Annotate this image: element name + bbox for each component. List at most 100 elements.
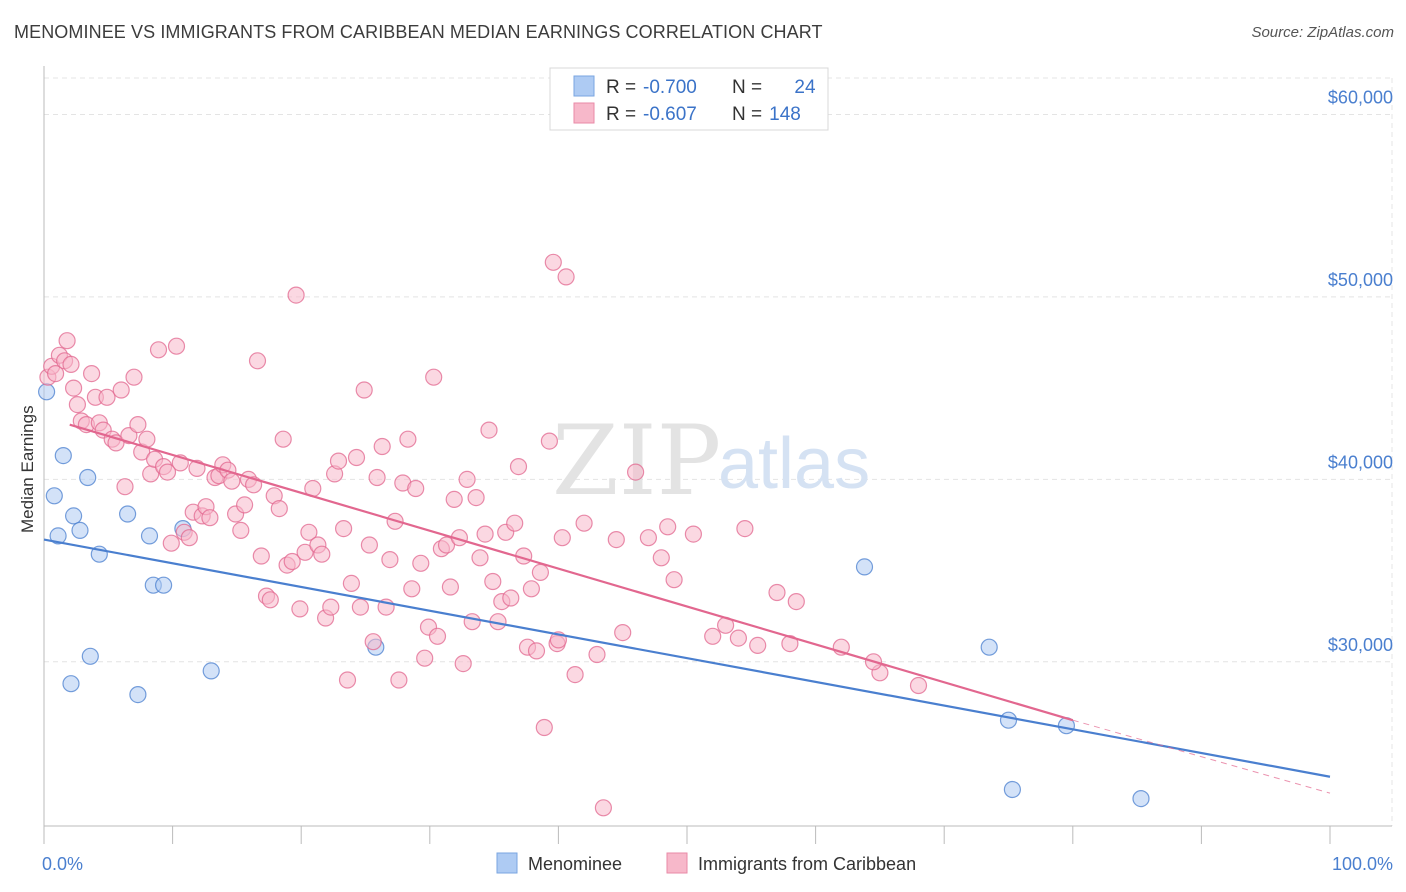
point-caribbean-119 xyxy=(544,253,562,271)
point-caribbean-70 xyxy=(335,519,353,538)
grid-lines xyxy=(44,77,1393,826)
point-caribbean-51 xyxy=(252,547,270,565)
point-caribbean-118 xyxy=(540,432,559,450)
point-caribbean-61 xyxy=(296,543,314,561)
point-caribbean-117 xyxy=(535,718,553,737)
point-caribbean-92 xyxy=(428,627,447,645)
point-caribbean-20 xyxy=(120,427,138,445)
point-menominee-6 xyxy=(79,468,97,487)
point-menominee-0 xyxy=(37,383,56,401)
point-menominee-9 xyxy=(62,675,80,693)
point-caribbean-31 xyxy=(167,337,186,355)
point-caribbean-75 xyxy=(355,381,373,399)
point-caribbean-98 xyxy=(454,654,472,673)
point-caribbean-139 xyxy=(787,592,805,611)
point-caribbean-135 xyxy=(736,519,754,538)
point-caribbean-131 xyxy=(665,571,683,589)
point-menominee-19 xyxy=(980,638,998,656)
y-tick-labels: $30,000 $40,000 $50,000 $60,000 xyxy=(1328,87,1393,654)
watermark-zip: ZIP xyxy=(552,405,721,517)
point-caribbean-126 xyxy=(594,799,613,817)
point-caribbean-71 xyxy=(338,671,357,689)
trend-line-dashed-caribbean xyxy=(1072,719,1331,794)
point-caribbean-124 xyxy=(575,514,593,532)
point-caribbean-137 xyxy=(768,583,786,602)
point-menominee-8 xyxy=(81,647,99,665)
point-caribbean-15 xyxy=(98,388,116,406)
source-label: Source: ZipAtlas.com xyxy=(1251,24,1394,41)
point-caribbean-81 xyxy=(381,550,399,569)
watermark-atlas: atlas xyxy=(718,424,870,504)
point-menominee-4 xyxy=(64,507,83,525)
point-caribbean-130 xyxy=(652,549,670,567)
point-caribbean-123 xyxy=(566,665,584,684)
point-caribbean-78 xyxy=(368,468,386,487)
legend-r-label-2: R = xyxy=(606,104,636,125)
point-caribbean-6 xyxy=(62,355,80,373)
point-caribbean-77 xyxy=(364,633,382,651)
point-caribbean-114 xyxy=(522,580,541,598)
point-caribbean-76 xyxy=(360,536,378,554)
point-caribbean-142 xyxy=(909,676,928,695)
point-caribbean-72 xyxy=(342,574,360,593)
point-menominee-16 xyxy=(202,662,220,680)
trend-line-caribbean xyxy=(69,423,1074,722)
point-caribbean-110 xyxy=(506,514,524,532)
point-caribbean-86 xyxy=(403,580,421,598)
trend-line-menominee xyxy=(43,538,1331,778)
point-caribbean-95 xyxy=(441,578,459,596)
point-menominee-15 xyxy=(129,685,147,704)
point-caribbean-88 xyxy=(412,554,430,572)
point-caribbean-128 xyxy=(626,463,645,481)
point-menominee-2 xyxy=(45,487,63,505)
point-caribbean-29 xyxy=(158,463,177,481)
point-caribbean-104 xyxy=(480,421,498,439)
point-caribbean-5 xyxy=(58,332,76,350)
point-caribbean-144 xyxy=(729,629,748,647)
point-caribbean-125 xyxy=(588,645,606,664)
point-caribbean-83 xyxy=(390,671,408,689)
point-caribbean-62 xyxy=(300,523,318,541)
point-caribbean-53 xyxy=(261,591,279,609)
point-caribbean-103 xyxy=(476,525,494,543)
point-caribbean-129 xyxy=(639,529,658,547)
legend-r-value-1: -0.700 xyxy=(643,77,697,98)
legend-bottom: Menominee Immigrants from Caribbean xyxy=(496,852,916,874)
axes xyxy=(43,66,1392,844)
x-tick-label-max: 100.0% xyxy=(1332,854,1393,874)
point-caribbean-39 xyxy=(201,509,219,527)
point-caribbean-74 xyxy=(351,598,369,616)
point-menominee-1 xyxy=(49,527,67,545)
point-caribbean-138 xyxy=(781,634,799,653)
point-caribbean-7 xyxy=(64,379,83,397)
point-caribbean-96 xyxy=(445,490,463,508)
point-menominee-5 xyxy=(71,521,89,540)
point-caribbean-44 xyxy=(223,472,241,490)
point-caribbean-2 xyxy=(46,365,65,383)
legend-bottom-swatch-menominee xyxy=(496,852,518,874)
point-menominee-13 xyxy=(155,576,173,594)
point-caribbean-67 xyxy=(322,598,340,616)
point-caribbean-19 xyxy=(116,478,134,496)
point-caribbean-102 xyxy=(471,549,489,567)
point-caribbean-89 xyxy=(416,649,434,667)
legend-r-label-1: R = xyxy=(606,77,636,98)
y-tick-label-3: $60,000 xyxy=(1328,87,1393,107)
point-caribbean-73 xyxy=(347,448,366,467)
point-caribbean-100 xyxy=(463,613,481,631)
point-caribbean-87 xyxy=(407,479,425,498)
y-tick-label-2: $50,000 xyxy=(1328,270,1393,290)
data-points xyxy=(37,253,1150,817)
point-caribbean-79 xyxy=(373,437,391,456)
point-caribbean-58 xyxy=(283,552,301,571)
y-axis-label: Median Earnings xyxy=(18,405,37,533)
point-menominee-11 xyxy=(140,527,159,545)
legend-swatch-caribbean xyxy=(573,102,595,124)
point-caribbean-133 xyxy=(704,627,722,645)
point-caribbean-8 xyxy=(68,396,87,414)
point-caribbean-105 xyxy=(484,572,502,591)
point-caribbean-21 xyxy=(125,368,143,386)
legend-n-value-2: 148 xyxy=(769,104,801,125)
watermark: ZIP atlas xyxy=(552,405,870,517)
point-caribbean-99 xyxy=(458,470,476,488)
